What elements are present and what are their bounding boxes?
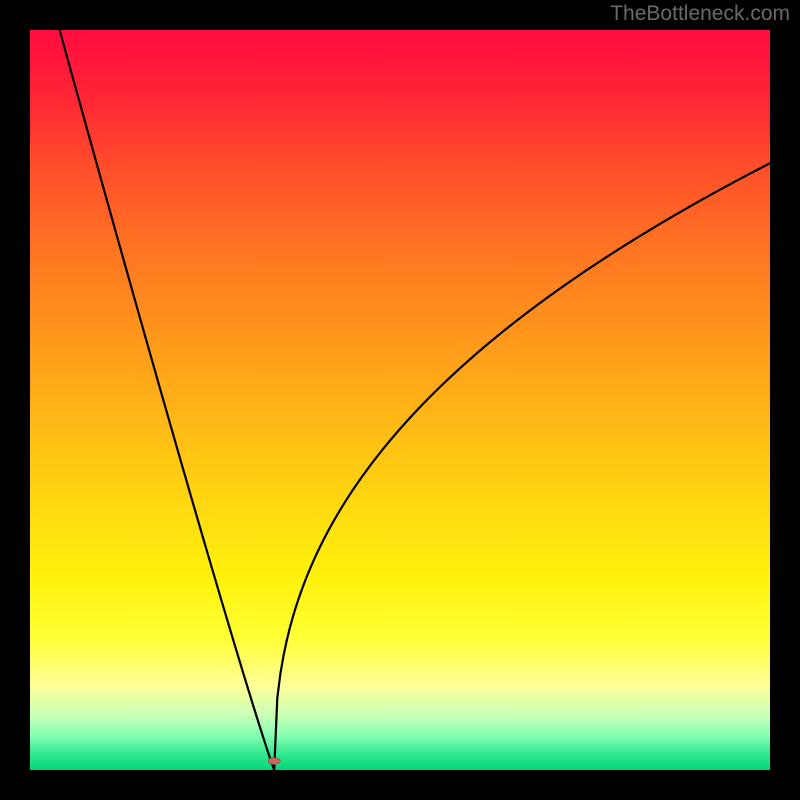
chart-frame: TheBottleneck.com xyxy=(0,0,800,800)
watermark-text: TheBottleneck.com xyxy=(610,2,790,26)
chart-svg xyxy=(30,30,770,770)
plot-area xyxy=(30,30,770,770)
vertex-marker xyxy=(268,758,280,765)
chart-background xyxy=(30,30,770,770)
